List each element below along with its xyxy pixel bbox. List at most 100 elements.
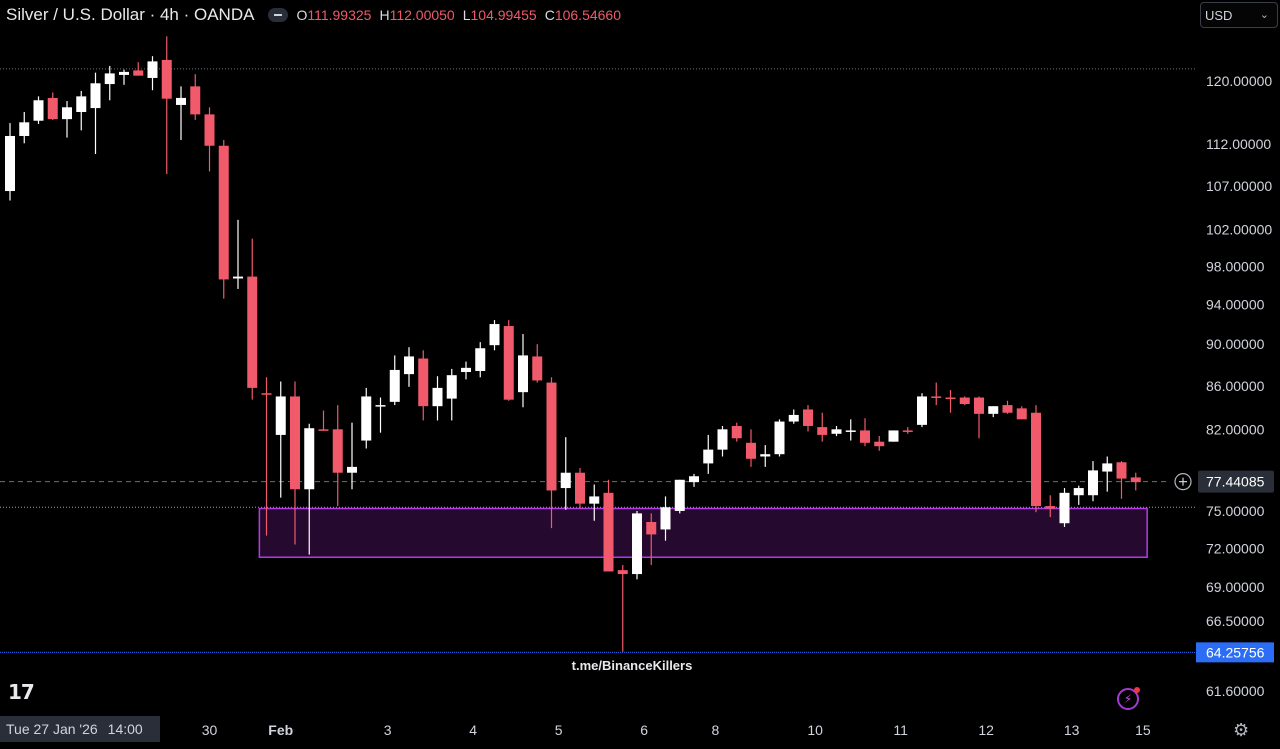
gear-icon[interactable]: ⚙ [1233,720,1250,740]
candle-body [831,429,842,434]
candle-body [945,397,956,400]
x-tick-label: 15 [1135,722,1151,738]
x-tick-label: 12 [978,722,994,738]
y-tick-label: 112.00000 [1206,136,1271,152]
candle-body [603,492,614,572]
candle-body [860,430,870,443]
candle-body [717,429,728,450]
currency-value: USD [1205,7,1233,23]
candle-body [361,396,372,441]
candle-body [446,375,457,399]
currency-select[interactable]: USD ⌄ [1200,2,1278,28]
demand-zone [258,507,1148,558]
candle-body [432,387,443,407]
x-tick-label: 4 [469,722,477,738]
candle-body [959,397,970,405]
candle-body [119,71,129,75]
candle-body [660,507,671,530]
candle-body [674,479,685,511]
open-value: 111.99325 [307,7,372,23]
candle-body [518,355,528,393]
close-value: 106.54660 [554,7,622,23]
ohlc-high: H112.00050 [379,7,454,23]
candle-body [746,442,756,459]
candle-body [261,393,272,395]
candle-body [1130,477,1141,483]
support-price-badge [1196,642,1274,663]
y-tick-label: 102.00000 [1206,222,1272,238]
y-tick-label: 98.00000 [1206,258,1265,274]
candle-body [389,369,400,402]
high-label: H [379,7,390,23]
y-tick-label: 82.00000 [1206,421,1265,437]
candle-body [845,430,856,432]
candle-body [104,73,115,85]
support-price-label: 64.25756 [1206,644,1265,660]
y-tick-label: 86.00000 [1206,378,1265,394]
minus-icon[interactable] [268,8,289,22]
candle-body [90,83,101,109]
y-tick-label: 69.00000 [1206,579,1265,595]
candle-body [1073,488,1084,496]
low-label: L [462,7,471,23]
candle-body [233,276,243,279]
y-tick-label: 94.00000 [1206,296,1265,312]
y-tick-label: 107.00000 [1206,178,1272,194]
symbol-title[interactable]: Silver / U.S. Dollar · 4h · OANDA [6,5,255,24]
candle-body [1031,412,1041,507]
candle-body [617,570,628,575]
crosshair-time: 14:00 [107,721,143,737]
candle-body [902,430,913,432]
candle-body [1116,462,1127,479]
x-tick-label: Feb [268,722,293,738]
y-tick-label: 61.60000 [1206,683,1265,699]
candle-body [332,429,343,473]
y-tick-label: 90.00000 [1206,336,1265,352]
candle-body [204,114,215,146]
candle-body [133,70,144,76]
candle-body [560,472,571,489]
current-price-badge [1198,470,1274,493]
candle-body [589,496,600,504]
x-tick-label: 13 [1064,722,1080,738]
candle-body [931,396,942,398]
candle-body [532,356,543,381]
candle-body [646,521,657,535]
crosshair-date: Tue 27 Jan '26 [6,721,98,737]
candle-body [62,107,72,120]
y-tick-label: 75.00000 [1206,503,1265,519]
tradingview-logo-icon[interactable]: 17 [8,680,35,704]
candle-body [988,406,999,414]
chevron-down-icon: ⌄ [1259,9,1269,21]
x-tick-label: 11 [893,722,908,738]
y-tick-label: 120.00000 [1206,73,1272,89]
candle-body [503,326,514,400]
candle-body [817,427,828,435]
candle-body [874,441,885,447]
candle-body [703,449,714,464]
candle-body [1102,463,1113,472]
candle-body [888,430,899,442]
candle-body [461,367,471,373]
candle-body [731,425,742,439]
x-tick-label: 5 [555,722,563,738]
y-tick-label: 72.00000 [1206,540,1265,556]
x-tick-label: 6 [640,722,648,738]
chart-header: Silver / U.S. Dollar · 4h · OANDA O111.9… [6,4,629,26]
candle-body [247,276,258,388]
lightning-icon[interactable]: ⚡ [1117,687,1140,710]
candle-body [575,472,585,504]
x-tick-label: 10 [807,722,823,738]
close-label: C [544,7,555,23]
candle-body [5,135,15,192]
candle-body [546,382,557,491]
x-tick-label: 30 [202,722,218,738]
candle-body [632,513,642,575]
candle-body [803,409,813,426]
ohlc-open: O111.99325 [296,7,371,23]
candle-body [290,396,300,490]
y-tick-label: 66.50000 [1206,613,1265,629]
candle-body [347,466,357,473]
